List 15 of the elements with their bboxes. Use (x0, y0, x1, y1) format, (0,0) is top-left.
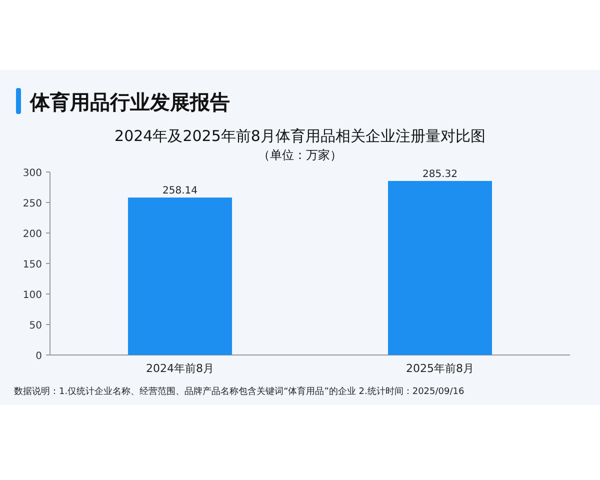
y-tick-label: 50 (29, 320, 42, 332)
data-label: 285.32 (422, 168, 458, 180)
y-tick-label: 200 (22, 229, 42, 240)
y-tick-label: 0 (36, 351, 42, 362)
x-tick-label: 2025年前8月 (406, 362, 474, 375)
chart-title: 2024年及2025年前8月体育用品相关企业注册量对比图 (114, 127, 486, 145)
y-tick-label: 250 (22, 198, 42, 210)
text: 体育用品行业发展报告 (29, 90, 230, 114)
text: 数据说明：1.仅统计企业名称、经营范围、品牌产品名称包含关键词“体育用品”的企业 2.统计时间：2025/09/16 (14, 386, 465, 397)
y-tick-label: 150 (22, 260, 42, 270)
x-tick-label: 2024年前8月 (146, 362, 214, 375)
data-label: 258.14 (162, 186, 198, 197)
chart-subtitle: （单位：万家） (258, 148, 342, 162)
y-tick-label: 100 (22, 290, 42, 301)
y-tick-label: 300 (22, 168, 42, 179)
